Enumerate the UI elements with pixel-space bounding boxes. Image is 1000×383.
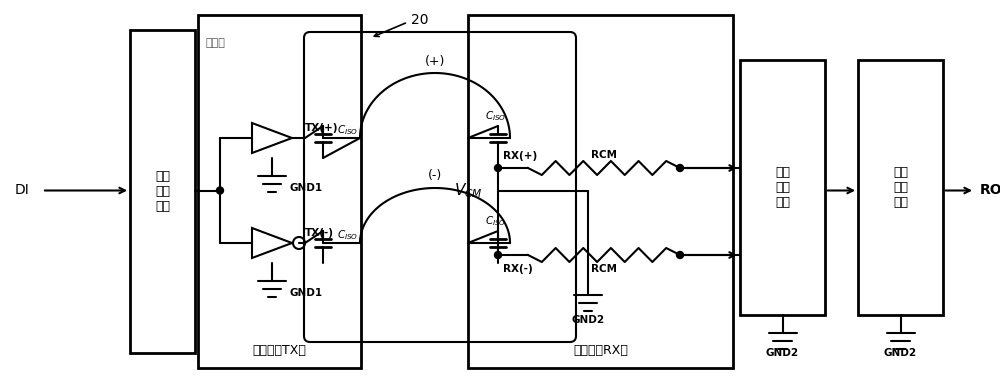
Text: RCM: RCM [591, 150, 617, 160]
Text: 接收器（RX）: 接收器（RX） [573, 344, 628, 357]
Circle shape [494, 165, 502, 172]
Text: GND2: GND2 [766, 348, 799, 358]
Bar [198, 15, 361, 368]
Bar [740, 60, 825, 315]
Text: GND1: GND1 [290, 288, 323, 298]
Text: 输出
驱动
电路: 输出 驱动 电路 [893, 166, 908, 209]
Text: RO: RO [980, 183, 1000, 198]
Text: (+): (+) [425, 54, 445, 67]
Circle shape [676, 252, 684, 259]
Text: $V_{CM}$: $V_{CM}$ [454, 181, 482, 200]
Text: DI: DI [15, 183, 30, 198]
Bar [468, 15, 733, 368]
Text: TX(+): TX(+) [305, 123, 338, 133]
Text: GND2: GND2 [571, 315, 605, 325]
Text: RX(-): RX(-) [503, 264, 533, 274]
Circle shape [216, 187, 224, 194]
Circle shape [676, 165, 684, 172]
Bar [130, 30, 195, 353]
Text: TX(-): TX(-) [305, 228, 334, 238]
Text: $C_{ISO}$: $C_{ISO}$ [337, 123, 358, 137]
Text: GND2: GND2 [884, 348, 917, 358]
Text: 接收
解调
电路: 接收 解调 电路 [775, 166, 790, 209]
Text: $C_{ISO}$: $C_{ISO}$ [485, 109, 507, 123]
Text: (-): (-) [428, 170, 442, 183]
Text: $C_{ISO}$: $C_{ISO}$ [337, 228, 358, 242]
Text: RCM: RCM [591, 264, 617, 274]
Text: GND1: GND1 [290, 183, 323, 193]
Text: 20: 20 [411, 13, 429, 27]
Text: $C_{ISO}$: $C_{ISO}$ [485, 214, 507, 228]
Text: 发射器（TX）: 发射器（TX） [253, 344, 306, 357]
Bar [858, 60, 943, 315]
Text: RX(+): RX(+) [503, 151, 537, 161]
Text: 输入
接收
电路: 输入 接收 电路 [155, 170, 170, 213]
Text: 驱动器: 驱动器 [206, 38, 226, 48]
Circle shape [494, 252, 502, 259]
